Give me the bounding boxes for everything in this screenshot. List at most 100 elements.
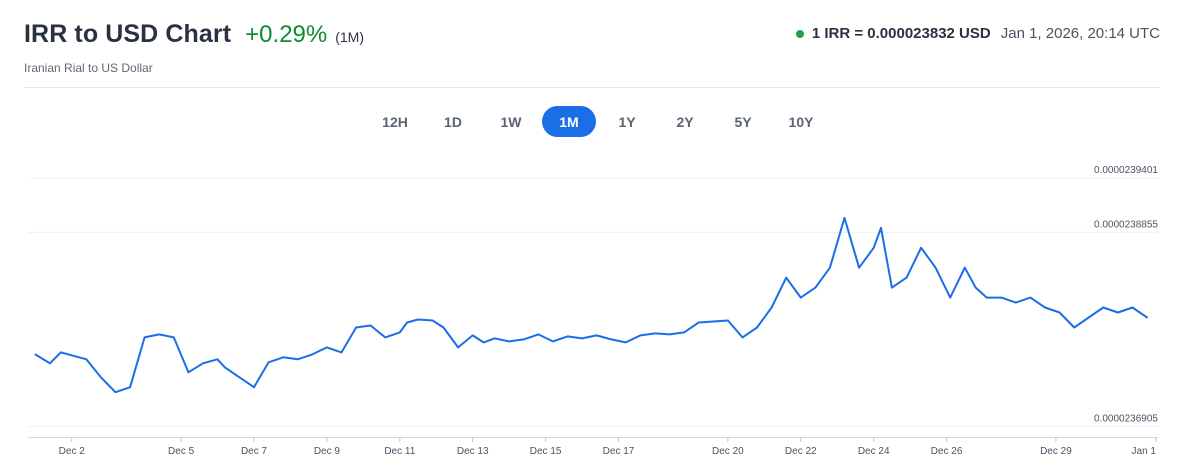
data-point (639, 334, 642, 337)
data-point (326, 346, 328, 349)
data-point (829, 266, 831, 269)
change-percent: +0.29% (245, 21, 328, 48)
data-point (129, 386, 132, 389)
range-tab-1y[interactable]: 1Y (618, 113, 636, 130)
data-point (49, 362, 51, 365)
x-tick-label: Dec 2 (59, 446, 86, 457)
data-point (100, 376, 102, 379)
header-left: IRR to USD Chart +0.29% (1M) Iranian Ria… (24, 20, 364, 75)
x-tick-label: Dec 7 (241, 446, 268, 457)
data-point (369, 324, 372, 327)
data-point (654, 332, 656, 335)
range-tab-12h[interactable]: 12H (382, 113, 408, 130)
x-tick-label: Dec 26 (931, 446, 963, 457)
range-tab-1d[interactable]: 1D (444, 113, 462, 130)
data-point (406, 321, 408, 324)
y-tick-label: 0.0000238855 (1094, 219, 1158, 230)
data-point (223, 366, 226, 369)
data-point (537, 333, 540, 336)
x-tick-label: Dec 24 (858, 446, 890, 457)
data-point (843, 217, 846, 219)
x-tick-label: Jan 1 (1132, 446, 1157, 457)
range-tab-10y[interactable]: 10Y (788, 113, 814, 130)
data-point (1146, 316, 1148, 319)
data-point (595, 334, 598, 337)
range-tab-1w[interactable]: 1W (500, 113, 522, 130)
data-point (858, 266, 860, 269)
data-point (1044, 306, 1046, 309)
data-point (296, 358, 299, 361)
data-point (624, 341, 627, 344)
data-point (697, 321, 700, 324)
data-point (727, 319, 729, 322)
live-status-dot-icon (795, 29, 804, 38)
data-point (34, 353, 37, 356)
data-point (1058, 311, 1061, 314)
data-point (398, 331, 401, 334)
data-point (340, 351, 343, 354)
data-point (158, 333, 161, 336)
data-point (493, 337, 496, 340)
data-point (522, 338, 525, 341)
data-point (442, 326, 445, 329)
title-row: IRR to USD Chart +0.29% (1M) (24, 20, 364, 49)
data-point (770, 306, 773, 309)
data-point (905, 276, 908, 279)
data-point (566, 335, 569, 338)
data-point (1029, 296, 1032, 299)
data-point (610, 338, 613, 341)
data-point (85, 358, 88, 361)
data-point (143, 336, 146, 339)
data-point (267, 361, 270, 364)
data-point (70, 354, 73, 357)
data-point (814, 286, 817, 289)
data-point (282, 356, 285, 359)
data-point (457, 346, 459, 349)
x-tick-label: Dec 17 (603, 446, 635, 457)
rate-display: 1 IRR = 0.000023832 USD Jan 1, 2026, 20:… (795, 25, 1160, 42)
data-point (963, 266, 966, 269)
data-point (417, 318, 419, 321)
data-point (471, 334, 474, 337)
data-point (238, 376, 241, 379)
data-point (785, 276, 788, 279)
data-point (172, 336, 175, 339)
data-point (114, 391, 117, 394)
data-point (1131, 306, 1134, 309)
data-point (1000, 296, 1003, 299)
rate-timestamp: Jan 1, 2026, 20:14 UTC (1000, 25, 1160, 42)
data-point (891, 286, 893, 289)
data-point (355, 326, 357, 329)
y-tick-label: 0.0000239401 (1094, 165, 1158, 176)
data-point (482, 341, 485, 344)
data-point (974, 286, 977, 289)
header-divider (24, 87, 1160, 88)
data-point (187, 371, 190, 374)
data-point (756, 326, 758, 329)
data-point (311, 353, 314, 356)
range-tab-5y[interactable]: 5Y (734, 113, 752, 130)
x-tick-label: Dec 11 (384, 446, 415, 457)
range-tab-1m[interactable]: 1M (542, 106, 596, 137)
range-tab-2y[interactable]: 2Y (676, 113, 694, 130)
data-point (799, 296, 802, 299)
change-period: (1M) (335, 29, 365, 45)
data-point (431, 319, 434, 322)
y-tick-label: 0.0000236905 (1094, 414, 1158, 425)
range-tabs: 12H 1D 1W 1M 1Y 2Y 5Y 10Y (368, 106, 832, 137)
x-tick-label: Dec 15 (530, 446, 562, 457)
data-point (1014, 301, 1017, 304)
data-point (59, 351, 62, 354)
x-tick-label: Dec 9 (314, 446, 341, 457)
x-tick-label: Dec 13 (457, 446, 489, 457)
data-point (668, 333, 671, 336)
price-series-line (34, 216, 1148, 394)
data-point (934, 266, 937, 269)
data-point (949, 296, 952, 299)
data-point (920, 246, 922, 249)
data-point (253, 386, 255, 389)
data-point (985, 296, 988, 299)
x-tick-label: Dec 5 (168, 446, 195, 457)
page-subtitle: Iranian Rial to US Dollar (24, 61, 153, 75)
